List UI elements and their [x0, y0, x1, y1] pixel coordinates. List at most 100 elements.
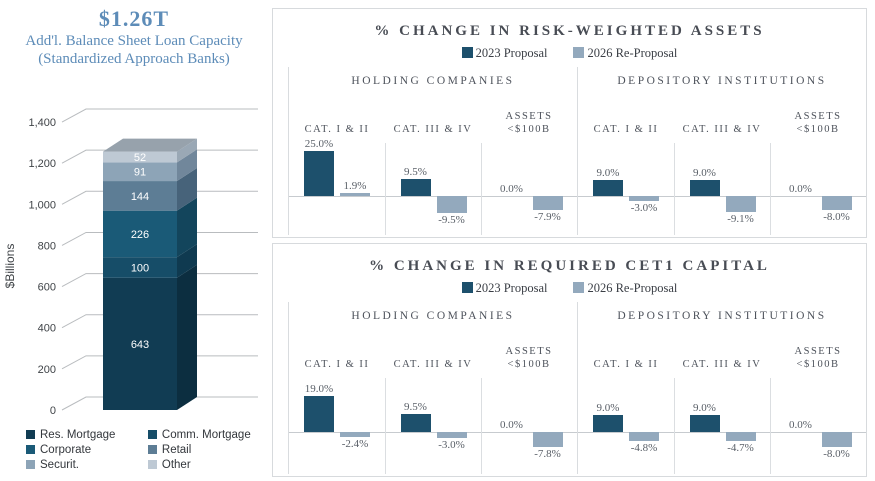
gridline: [61, 314, 258, 329]
zero-baseline: [482, 196, 577, 197]
left-chart-subtitle-2: (Standardized Approach Banks): [38, 51, 230, 68]
panel-required-cet1-capital: % CHANGE IN REQUIRED CET1 CAPITAL 2023 P…: [272, 243, 867, 477]
segment-value-label: 91: [134, 167, 146, 179]
category-plot: 9.0% -9.1%: [674, 143, 770, 235]
stack-segment-side: [177, 244, 197, 278]
category-label: ASSETS <$100B: [794, 345, 842, 371]
categories-row: CAT. I & II 9.0% -4.8% CAT. III & IV 9.0% -4.…: [578, 330, 866, 474]
zero-baseline: [771, 196, 866, 197]
value-label: 0.0%: [500, 419, 523, 431]
zero-baseline: [578, 432, 674, 433]
segment-value-label: 52: [134, 152, 146, 164]
bar-2023-proposal: [400, 414, 431, 432]
legend-swatch: [26, 430, 35, 439]
value-label: -8.0%: [823, 211, 850, 223]
panel-legend: 2023 Proposal 2026 Re-Proposal: [273, 46, 866, 61]
bar-2026-reproposal: [340, 193, 370, 196]
category-label: CAT. I & II: [593, 359, 659, 371]
panel-legend: 2023 Proposal 2026 Re-Proposal: [273, 281, 866, 296]
gridline: [61, 190, 258, 205]
left-chart-subtitle-1: Add'l. Balance Sheet Loan Capacity: [25, 33, 243, 49]
legend-item-2023: 2023 Proposal: [461, 281, 547, 296]
value-label: 0.0%: [789, 183, 812, 195]
legend-item-other: Other: [147, 459, 264, 471]
segment-value-label: 643: [131, 339, 149, 351]
gridline: [61, 108, 258, 123]
category-label: CAT. III & IV: [393, 359, 473, 371]
panel-risk-weighted-assets: % CHANGE IN RISK-WEIGHTED ASSETS 2023 Pr…: [272, 8, 867, 238]
bar-2026-reproposal: [629, 432, 659, 441]
categories-row: CAT. I & II 9.0% -3.0% CAT. III & IV 9.0% -9.…: [578, 95, 866, 235]
gridline: [61, 273, 258, 288]
group-header: DEPOSITORY INSTITUTIONS: [617, 75, 827, 87]
category-label: ASSETS <$100B: [505, 110, 553, 136]
legend-swatch: [147, 430, 157, 439]
value-label: -3.0%: [438, 439, 465, 451]
group-depository-institutions: DEPOSITORY INSTITUTIONS CAT. I & II 9.0% -3…: [577, 67, 866, 235]
category-label: CAT. III & IV: [682, 359, 762, 371]
legend-item-2026: 2026 Re-Proposal: [573, 46, 677, 61]
category-label: CAT. I & II: [304, 124, 370, 136]
bar-2026-reproposal: [821, 432, 852, 447]
category-plot: 19.0% -2.4%: [289, 378, 385, 474]
y-tick-label: 200: [38, 364, 56, 376]
category-plot: 0.0% -7.9%: [481, 143, 577, 235]
stack-segment: [103, 277, 177, 410]
groups-container: HOLDING COMPANIES CAT. I & II 19.0% -2.4% CA…: [288, 302, 866, 474]
legend-label: Other: [161, 459, 191, 471]
category-label: CAT. III & IV: [682, 124, 762, 136]
category-column: CAT. I & II 25.0% 1.9%: [289, 95, 385, 235]
zero-baseline: [289, 196, 385, 197]
legend-label: Res. Mortgage: [40, 429, 116, 441]
left-chart-total: $1.26T: [98, 6, 170, 31]
zero-baseline: [482, 432, 577, 433]
y-tick-label: 600: [38, 282, 56, 294]
legend-swatch: [26, 445, 35, 454]
bar-2023-proposal: [400, 179, 431, 196]
zero-baseline: [675, 432, 770, 433]
bar-2026-reproposal: [821, 196, 852, 210]
legend-label: Retail: [161, 444, 192, 456]
legend-swatch-2026: [573, 47, 585, 58]
value-label: -7.9%: [534, 211, 561, 223]
value-label: -4.8%: [630, 442, 658, 454]
stack-segment: [103, 181, 177, 211]
category-plot: 0.0% -8.0%: [770, 378, 866, 474]
gridline: [61, 355, 258, 370]
value-label: 9.0%: [693, 167, 716, 179]
category-column: CAT. III & IV 9.5% -9.5%: [385, 95, 481, 235]
category-label: CAT. III & IV: [393, 124, 473, 136]
y-tick-label: 1,000: [28, 199, 56, 211]
group-header: DEPOSITORY INSTITUTIONS: [617, 310, 827, 322]
value-label: 19.0%: [304, 383, 334, 395]
category-column: CAT. III & IV 9.0% -9.1%: [674, 95, 770, 235]
value-label: 9.0%: [596, 167, 620, 179]
category-plot: 9.5% -3.0%: [385, 378, 481, 474]
bar-2023-proposal: [689, 415, 720, 432]
category-plot: 9.0% -4.8%: [578, 378, 674, 474]
stack-segment-side: [177, 138, 197, 163]
legend-swatch: [147, 460, 157, 469]
y-tick-label: 800: [38, 240, 56, 252]
stack-segment: [103, 162, 177, 182]
categories-row: CAT. I & II 25.0% 1.9% CAT. III & IV 9.5% -9.…: [289, 95, 577, 235]
y-tick-label: 0: [50, 405, 56, 417]
value-label: -9.5%: [438, 214, 465, 226]
category-plot: 25.0% 1.9%: [289, 138, 385, 235]
loan-capacity-chart-section: $1.26T Add'l. Balance Sheet Loan Capacit…: [0, 0, 268, 481]
zero-baseline: [386, 196, 481, 197]
zero-baseline: [675, 196, 770, 197]
group-depository-institutions: DEPOSITORY INSTITUTIONS CAT. I & II 9.0% -4…: [577, 302, 866, 474]
bar-2026-reproposal: [629, 196, 659, 201]
value-label: 0.0%: [789, 419, 812, 431]
zero-baseline: [771, 432, 866, 433]
value-label: -9.1%: [727, 213, 754, 225]
group-holding-companies: HOLDING COMPANIES CAT. I & II 25.0% 1.9% CAT…: [288, 67, 577, 235]
panel-title: % CHANGE IN RISK-WEIGHTED ASSETS: [374, 23, 765, 39]
y-tick-label: 1,200: [28, 158, 56, 170]
legend-item-comm-mortgage: Comm. Mortgage: [147, 429, 264, 441]
value-label: 9.5%: [404, 166, 427, 178]
y-tick-label: 1,400: [28, 117, 56, 129]
legend-label: Corporate: [40, 444, 92, 456]
value-label: -7.8%: [534, 448, 561, 460]
